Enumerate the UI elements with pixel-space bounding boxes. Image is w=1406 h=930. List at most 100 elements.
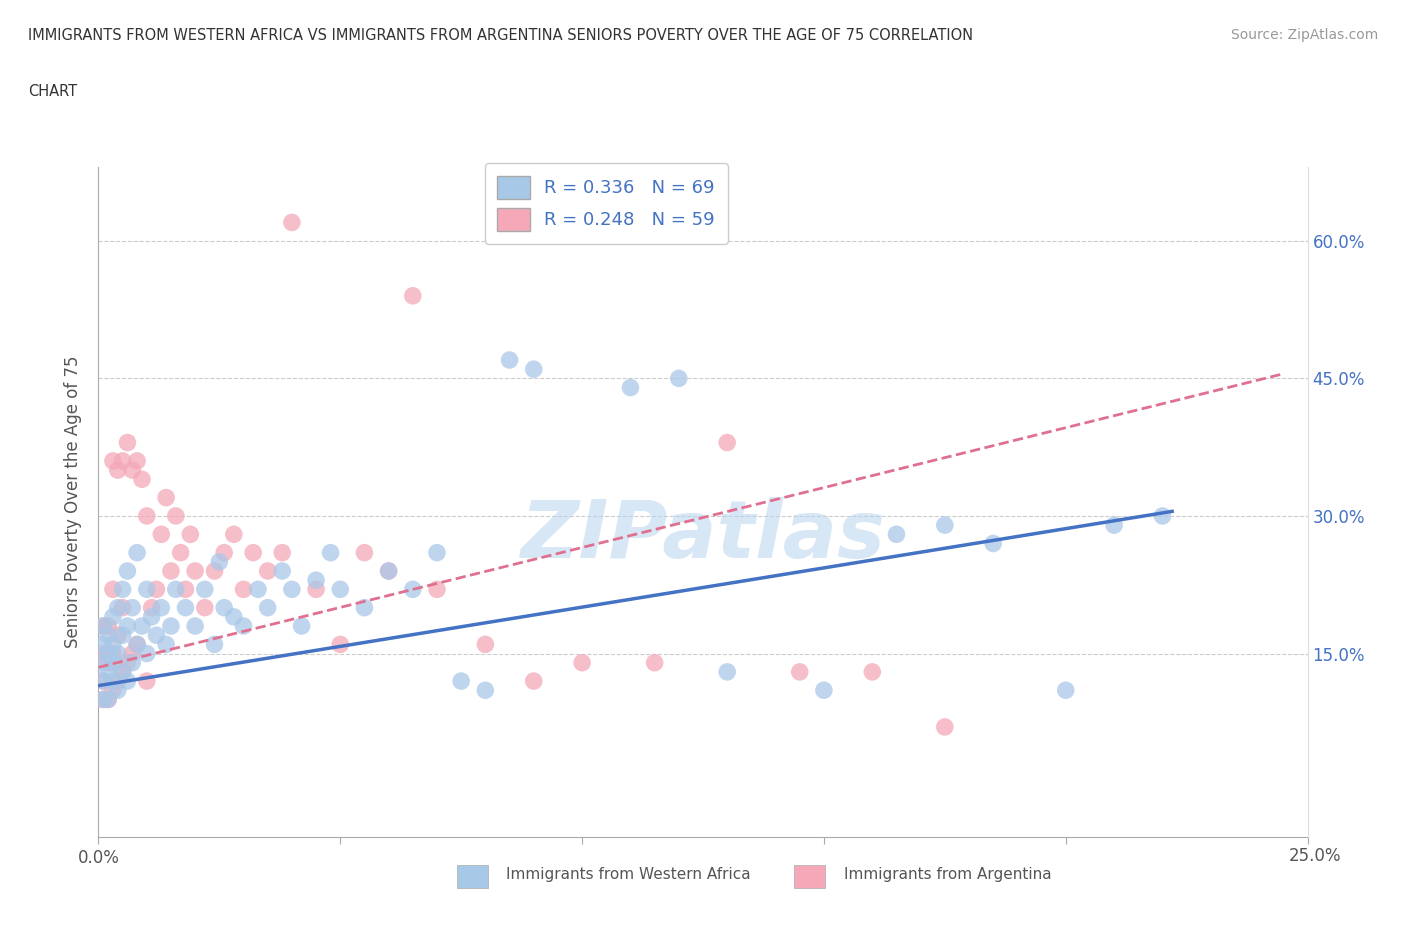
Point bbox=[127, 545, 149, 560]
Point bbox=[150, 600, 173, 615]
Point bbox=[208, 554, 231, 569]
Point bbox=[91, 646, 114, 661]
Point bbox=[450, 673, 472, 688]
Point bbox=[305, 573, 328, 588]
Text: ZIPatlas: ZIPatlas bbox=[520, 497, 886, 575]
Point bbox=[101, 454, 124, 469]
Point bbox=[107, 673, 129, 688]
Point bbox=[1152, 509, 1174, 524]
Point bbox=[91, 618, 114, 633]
Point bbox=[141, 609, 163, 624]
Point bbox=[91, 656, 114, 671]
Point bbox=[101, 582, 124, 597]
Point bbox=[290, 618, 312, 633]
Point bbox=[145, 628, 167, 643]
Point bbox=[155, 490, 177, 505]
Point bbox=[184, 618, 207, 633]
Point bbox=[111, 600, 134, 615]
Point bbox=[101, 637, 124, 652]
Point bbox=[91, 692, 114, 707]
Point bbox=[860, 664, 883, 679]
Point bbox=[107, 600, 129, 615]
Point bbox=[305, 582, 328, 597]
Point bbox=[319, 545, 342, 560]
Point bbox=[377, 564, 399, 578]
Point bbox=[91, 673, 114, 688]
Text: Immigrants from Western Africa: Immigrants from Western Africa bbox=[506, 867, 751, 882]
Point bbox=[934, 518, 956, 533]
Text: IMMIGRANTS FROM WESTERN AFRICA VS IMMIGRANTS FROM ARGENTINA SENIORS POVERTY OVER: IMMIGRANTS FROM WESTERN AFRICA VS IMMIGR… bbox=[28, 28, 973, 43]
Point bbox=[179, 527, 201, 542]
Point bbox=[111, 454, 134, 469]
Point bbox=[107, 683, 129, 698]
Point bbox=[242, 545, 264, 560]
Point bbox=[145, 582, 167, 597]
Point bbox=[886, 527, 908, 542]
Point bbox=[194, 582, 217, 597]
Point bbox=[204, 637, 226, 652]
Point bbox=[111, 582, 134, 597]
Point bbox=[97, 646, 120, 661]
Point bbox=[160, 618, 183, 633]
Point bbox=[644, 656, 666, 671]
Point bbox=[232, 618, 254, 633]
Point bbox=[97, 628, 120, 643]
Point bbox=[1102, 518, 1125, 533]
Point bbox=[716, 664, 738, 679]
Point bbox=[155, 637, 177, 652]
Point bbox=[981, 536, 1004, 551]
Point bbox=[377, 564, 399, 578]
Text: CHART: CHART bbox=[28, 84, 77, 99]
Legend: R = 0.336   N = 69, R = 0.248   N = 59: R = 0.336 N = 69, R = 0.248 N = 59 bbox=[485, 163, 728, 244]
Point bbox=[1054, 683, 1077, 698]
Point bbox=[271, 545, 294, 560]
Point bbox=[117, 564, 139, 578]
Point bbox=[91, 618, 114, 633]
Point bbox=[165, 509, 187, 524]
Point bbox=[127, 454, 149, 469]
Point bbox=[571, 656, 593, 671]
Point bbox=[353, 545, 375, 560]
Point bbox=[212, 600, 235, 615]
Point bbox=[97, 656, 120, 671]
Point bbox=[271, 564, 294, 578]
Point bbox=[111, 664, 134, 679]
Point bbox=[101, 683, 124, 698]
Point bbox=[353, 600, 375, 615]
Point bbox=[232, 582, 254, 597]
Point bbox=[474, 683, 496, 698]
Point bbox=[169, 545, 191, 560]
Point bbox=[101, 656, 124, 671]
Text: Immigrants from Argentina: Immigrants from Argentina bbox=[844, 867, 1052, 882]
Point bbox=[204, 564, 226, 578]
Point bbox=[121, 600, 143, 615]
Point bbox=[117, 656, 139, 671]
Point bbox=[101, 646, 124, 661]
Point bbox=[121, 656, 143, 671]
Point bbox=[523, 362, 546, 377]
Point bbox=[498, 352, 520, 367]
Point bbox=[141, 600, 163, 615]
Point bbox=[165, 582, 187, 597]
Point bbox=[107, 646, 129, 661]
Point bbox=[281, 582, 304, 597]
Point bbox=[222, 527, 245, 542]
Point bbox=[426, 582, 449, 597]
Point bbox=[127, 637, 149, 652]
Point bbox=[135, 673, 157, 688]
Point bbox=[111, 664, 134, 679]
Point bbox=[194, 600, 217, 615]
Point bbox=[329, 582, 352, 597]
Point bbox=[256, 564, 278, 578]
Point bbox=[131, 618, 153, 633]
Point bbox=[101, 609, 124, 624]
Point bbox=[135, 509, 157, 524]
Point bbox=[135, 646, 157, 661]
Point bbox=[402, 288, 425, 303]
Point bbox=[91, 637, 114, 652]
Point bbox=[107, 628, 129, 643]
Point bbox=[121, 646, 143, 661]
Point bbox=[212, 545, 235, 560]
Point bbox=[97, 618, 120, 633]
Point bbox=[184, 564, 207, 578]
